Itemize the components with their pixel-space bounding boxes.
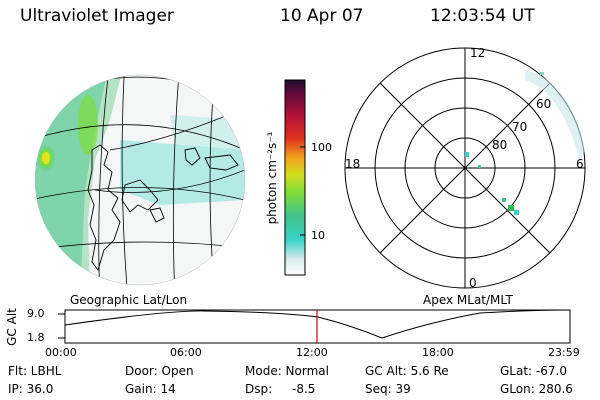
mlt-label-12: 12 [470,46,486,60]
mlt-label-6: 6 [576,157,584,171]
altitude-plot [58,309,571,344]
info-seq: Seq: 39 [365,382,411,396]
time-tick-2359: 23:59 [548,346,580,359]
colorbar-tick-100: 100 [311,141,332,154]
time-tick-1800: 18:00 [422,346,454,359]
right-map-caption: Apex MLat/MLT [423,293,513,307]
time-label: 12:03:54 UT [430,6,535,26]
mlat-label-60: 60 [536,97,552,111]
app-title: Ultraviolet Imager [20,6,174,26]
colorbar-tick-10: 10 [311,229,325,242]
altitude-ytick-low: 1.8 [27,331,45,344]
colorbar-unit-label: photon cm⁻²s⁻¹ [265,131,279,225]
info-gain: Gain: 14 [125,382,176,396]
info-dsp-value: -8.5 [292,382,316,396]
info-dsp-label: Dsp: [245,382,273,396]
info-door: Door: Open [125,364,194,378]
altitude-ytick-high: 9.0 [27,307,45,320]
mlat-label-70: 70 [512,120,528,134]
mlat-label-80: 80 [492,138,508,152]
info-glat: GLat: -67.0 [500,364,567,378]
info-ip: IP: 36.0 [8,382,54,396]
altitude-ylabel: GC Alt [5,308,19,346]
colorbar [284,79,306,276]
time-tick-1200: 12:00 [296,346,328,359]
time-tick-0000: 00:00 [45,346,77,359]
info-glon: GLon: 280.6 [500,382,573,396]
mlt-label-0: 0 [469,276,477,290]
info-filter: Flt: LBHL [8,364,62,378]
polar-auroral-data [465,70,585,215]
info-gc-alt: GC Alt: 5.6 Re [365,364,449,378]
polar-plot [344,47,586,289]
imager-disk [34,74,246,286]
info-mode: Mode: Normal [245,364,329,378]
time-tick-0600: 06:00 [170,346,202,359]
mlt-label-18: 18 [345,157,361,171]
date-label: 10 Apr 07 [280,6,364,26]
left-map-caption: Geographic Lat/Lon [70,293,188,307]
